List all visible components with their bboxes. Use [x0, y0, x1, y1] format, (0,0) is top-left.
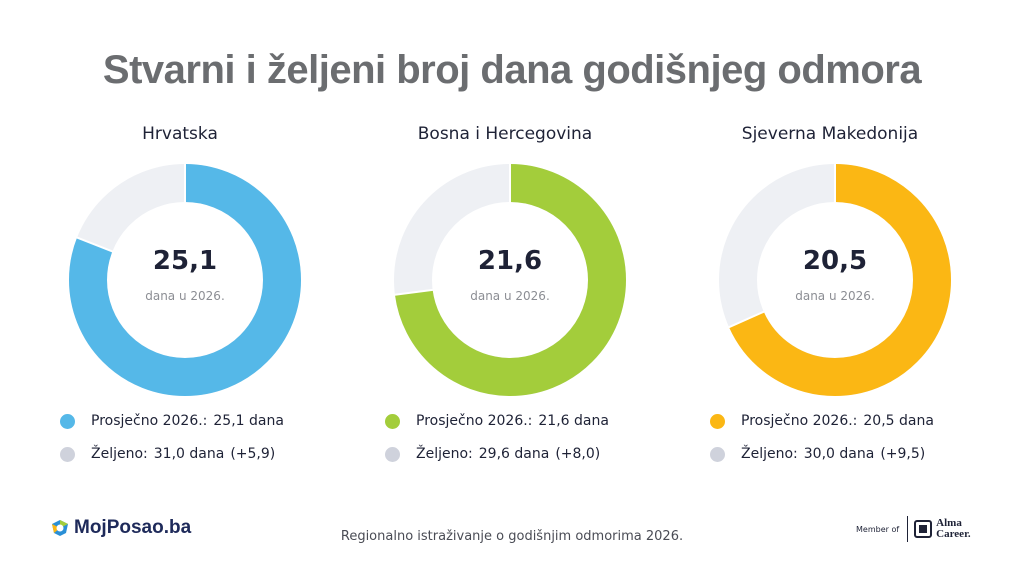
legend-desired-value: 29,6 dana — [478, 446, 550, 462]
center-value: 20,5 — [802, 246, 868, 276]
legend-desired-diff: (+8,0) — [555, 446, 601, 462]
legend-actual: Prosječno 2026.: 20,5 dana — [710, 410, 940, 432]
legend-actual-dot — [385, 413, 400, 429]
center-value: 25,1 — [152, 246, 218, 276]
legend-desired-value: 31,0 dana — [153, 446, 225, 462]
member-of-label: Member of — [856, 524, 900, 534]
legend-desired-label: Željeno: — [416, 446, 473, 462]
donut-chart-sjeverna-makedonija — [719, 163, 951, 396]
panel-hrvatska: Hrvatska 25,1 dana u 2026. Prosječno 202… — [30, 0, 330, 576]
center-label: dana u 2026. — [470, 289, 550, 303]
legend-desired-diff: (+5,9) — [230, 446, 276, 462]
panel-sjeverna-makedonija: Sjeverna Makedonija 20,5 dana u 2026. Pr… — [680, 0, 980, 576]
legend-actual-value: 25,1 dana — [213, 413, 284, 429]
legend-desired-dot — [60, 446, 75, 462]
legend-actual: Prosječno 2026.: 25,1 dana — [60, 410, 290, 432]
legend-desired: Željeno: 31,0 dana (+5,9) — [60, 443, 281, 465]
legend-desired-label: Željeno: — [91, 446, 148, 462]
panel-title: Sjeverna Makedonija — [741, 124, 919, 144]
legend-desired-dot — [710, 446, 725, 462]
legend-desired-diff: (+9,5) — [880, 446, 926, 462]
donut-slice-separator — [75, 236, 114, 253]
legend-actual-value: 20,5 dana — [863, 413, 934, 429]
panel-title: Bosna i Hercegovina — [417, 124, 593, 144]
alma-career-text: Alma Career. — [936, 517, 971, 540]
donut-slice-separator — [393, 288, 434, 296]
legend-desired: Željeno: 30,0 dana (+9,5) — [710, 443, 931, 465]
legend-desired-value: 30,0 dana — [803, 446, 875, 462]
donut-chart-bosna-i-hercegovina — [393, 163, 626, 396]
mojposao-logo-text: MojPosao.ba — [74, 517, 192, 538]
legend-actual-value: 21,6 dana — [538, 413, 609, 429]
center-label: dana u 2026. — [795, 289, 875, 303]
center-value: 21,6 — [477, 246, 543, 276]
alma-career-icon — [914, 520, 933, 538]
chart-title: Stvarni i željeni broj dana godišnjeg od… — [102, 48, 922, 92]
center-label: dana u 2026. — [145, 289, 225, 303]
legend-actual-dot — [710, 413, 725, 429]
legend-desired-dot — [385, 446, 400, 462]
legend-actual-label: Prosječno 2026.: — [91, 413, 208, 429]
panel-title: Hrvatska — [142, 124, 218, 144]
legend-desired: Željeno: 29,6 dana (+8,0) — [385, 443, 606, 465]
legend-actual-dot — [60, 413, 75, 429]
legend-actual: Prosječno 2026.: 21,6 dana — [385, 410, 615, 432]
legend-desired-label: Željeno: — [741, 446, 798, 462]
donut-slice-separator — [727, 310, 766, 329]
donut-chart-hrvatska — [69, 163, 301, 396]
mojposao-logo[interactable]: MojPosao.ba — [50, 517, 191, 539]
legend-actual-label: Prosječno 2026.: — [416, 413, 533, 429]
member-divider — [907, 516, 909, 542]
legend-actual-label: Prosječno 2026.: — [741, 413, 858, 429]
alma-career-badge[interactable]: Member of Alma Career. — [856, 516, 971, 542]
mojposao-logo-icon — [52, 520, 68, 536]
panel-bosna-i-hercegovina: Bosna i Hercegovina 21,6 dana u 2026. Pr… — [355, 0, 655, 576]
footer-caption: Regionalno istraživanje o godišnjim odmo… — [340, 529, 684, 544]
